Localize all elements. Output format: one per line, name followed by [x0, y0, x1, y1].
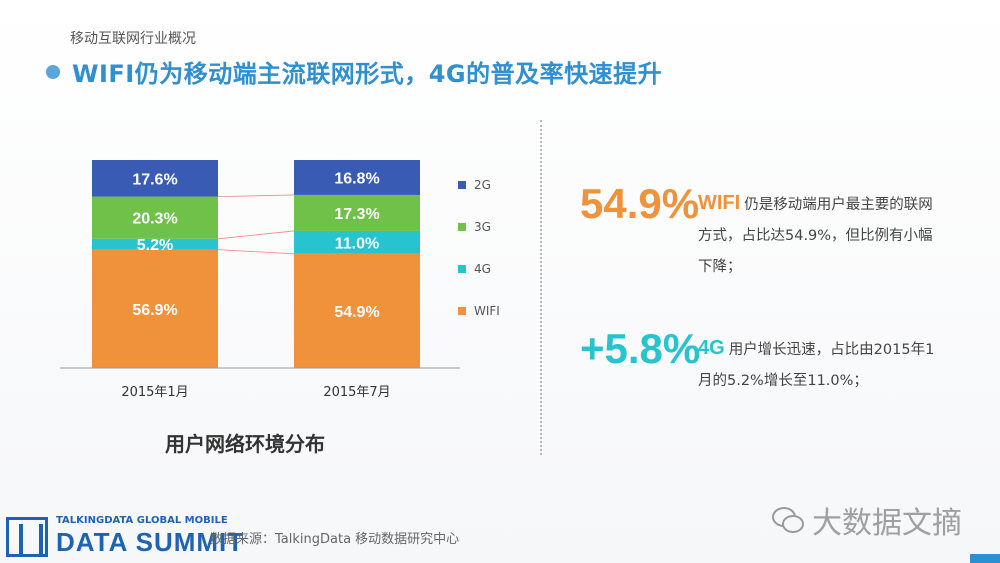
stat-4g-key: 4G [698, 337, 725, 359]
bar-2g-2 [294, 160, 420, 195]
stat-wifi-text-block: WIFI 仍是移动端用户最主要的联网方式，占比达54.9%，但比例有小幅下降； [698, 188, 938, 283]
legend-label-wifi: WIFI [474, 304, 500, 318]
headline: WIFI仍为移动端主流联网形式，4G的普及率快速提升 [46, 54, 662, 89]
data-label-wifi-1: 56.9% [132, 302, 177, 319]
bar-4g-2 [294, 230, 420, 254]
watermark-text: 大数据文摘 [812, 506, 962, 541]
legend-swatch-3g [458, 223, 466, 231]
bar-3g-2 [294, 194, 420, 231]
legend-swatch-wifi [458, 307, 466, 315]
stat-wifi-text: 仍是移动端用户最主要的联网方式，占比达54.9%，但比例有小幅下降； [698, 197, 933, 275]
stacked-bar-chart: 56.9% 5.2% 20.3% 17.6% 2015年1月 54.9% 11.0% 17.3… [60, 160, 500, 400]
headline-text: WIFI仍为移动端主流联网形式，4G的普及率快速提升 [72, 60, 663, 88]
legend-label-4g: 4G [474, 262, 491, 276]
headline-bullet-icon [46, 64, 60, 79]
connector-line-3 [217, 194, 295, 198]
data-label-3g-2: 17.3% [334, 206, 379, 223]
section-label: 移动互联网行业概况 [70, 31, 196, 47]
stat-4g-text-block: 4G 用户增长迅速，占比由2015年1月的5.2%增长至11.0%； [698, 333, 938, 397]
stat-4g-text: 用户增长迅速，占比由2015年1月的5.2%增长至11.0%； [698, 342, 935, 389]
bottom-accent-bar [970, 554, 1000, 563]
legend-label-3g: 3G [474, 220, 491, 234]
stat-4g-value: +5.8% [580, 325, 701, 372]
bar-wifi-2 [294, 253, 420, 368]
data-label-wifi-2: 54.9% [334, 304, 379, 321]
logo-mark-icon [6, 517, 48, 557]
data-label-3g-1: 20.3% [132, 211, 177, 228]
stat-wifi-value: 54.9% [580, 180, 700, 227]
bar-wifi-1 [92, 249, 218, 368]
bar-2g-1 [92, 160, 218, 197]
stat-wifi-key: WIFI [698, 192, 741, 214]
logo-title: DATA SUMMIT [56, 527, 245, 557]
watermark: 大数据文摘 [770, 498, 962, 542]
logo-subtitle: TALKINGDATA GLOBAL MOBILE [56, 515, 228, 526]
data-label-4g-2: 11.0% [335, 235, 379, 252]
legend-swatch-2g [458, 181, 466, 189]
x-tick-label-2: 2015年7月 [323, 385, 390, 400]
legend-swatch-4g [458, 265, 466, 273]
bar-3g-1 [92, 196, 218, 239]
source-note: 数据来源：TalkingData 移动数据研究中心 [210, 532, 460, 547]
connector-line-2 [217, 230, 295, 240]
wechat-icon [770, 503, 804, 537]
divider [540, 120, 542, 455]
data-label-2g-1: 17.6% [132, 171, 177, 188]
legend-label-2g: 2G [474, 178, 491, 192]
data-label-4g-1: 5.2% [137, 237, 173, 254]
connector-line-1 [217, 249, 295, 255]
x-tick-label-1: 2015年1月 [121, 385, 188, 400]
data-label-2g-2: 16.8% [334, 170, 379, 187]
chart-title: 用户网络环境分布 [165, 432, 325, 456]
bar-4g-1 [92, 238, 218, 250]
